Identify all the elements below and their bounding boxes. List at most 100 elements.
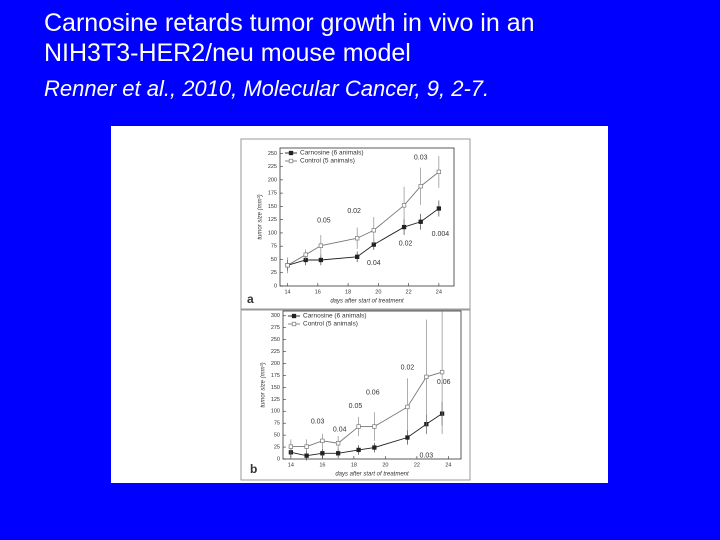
x-axis-label: days after start of treatment [335,472,409,478]
data-point [372,445,377,450]
figure-background [111,126,608,483]
p-value: 0.03 [420,453,434,460]
panel-label: b [250,462,257,476]
series-line [287,171,440,266]
data-point [288,444,294,449]
data-point [356,424,361,429]
x-tick-label: 20 [375,289,381,295]
panel-label: a [247,292,254,306]
p-value: 0.05 [317,218,331,225]
data-point [320,438,325,444]
x-tick-label: 16 [319,462,325,468]
y-tick-label: 0 [277,456,280,462]
data-point [356,447,361,453]
legend-label: Control (5 animals) [303,321,358,328]
data-point [439,369,445,375]
plot-frame [282,310,462,460]
data-point [304,453,309,458]
panel-frame [240,138,471,310]
y-tick-label: 300 [271,313,280,319]
data-point [320,451,325,456]
p-value: 0.03 [414,154,428,161]
y-tick-label: 75 [271,244,277,250]
y-tick-label: 25 [271,270,277,276]
y-tick-label: 250 [268,151,277,157]
y-tick-label: 125 [268,217,277,223]
data-point [405,404,410,410]
data-point [304,444,309,449]
panel-frame [240,309,471,481]
y-tick-label: 200 [271,361,280,367]
data-point [436,206,442,211]
legend-label: Carnosine (6 animals) [300,150,364,157]
p-value: 0.04 [333,427,347,434]
data-point [436,169,442,175]
slide-title: Carnosine retards tumor growth in vivo i… [44,8,535,68]
p-value: 0.06 [437,379,451,386]
p-value: 0.05 [349,403,363,410]
p-value: 0.02 [399,240,413,247]
x-axis-label: days after start of treatment [330,299,404,305]
y-tick-label: 25 [274,445,280,451]
x-tick-label: 14 [285,289,291,295]
y-tick-label: 125 [271,397,280,403]
legend-label: Carnosine (6 animals) [303,313,367,320]
x-tick-label: 14 [288,462,294,468]
legend-marker [288,150,294,156]
title-line: Carnosine retards tumor growth in vivo i… [44,9,535,37]
x-tick-label: 20 [382,462,388,468]
legend-marker [291,313,297,319]
y-axis-label: tumor size (mm³) [261,362,267,407]
legend-marker [291,321,297,327]
y-tick-label: 225 [271,349,280,355]
data-point [285,263,290,268]
y-axis-label: tumor size (mm³) [258,194,264,239]
x-tick-label: 18 [345,289,351,295]
legend-label: Control (5 animals) [300,158,355,165]
data-point [372,424,377,429]
data-point [303,252,308,257]
x-tick-label: 24 [436,289,442,295]
x-tick-label: 24 [445,462,451,468]
y-tick-label: 175 [271,373,280,379]
data-point [318,243,324,248]
p-value: 0.02 [347,208,361,215]
y-tick-label: 150 [271,385,280,391]
p-value: 0.06 [366,389,380,396]
y-tick-label: 225 [268,164,277,170]
x-tick-label: 22 [406,289,412,295]
p-value: 0.04 [367,260,381,267]
y-tick-label: 150 [268,204,277,210]
data-point [335,441,341,446]
y-tick-label: 50 [274,433,280,439]
data-point [318,257,324,263]
y-tick-label: 275 [271,325,280,331]
data-point [355,254,360,259]
data-point [401,203,407,208]
y-tick-label: 100 [271,409,280,415]
data-point [401,224,407,230]
y-tick-label: 75 [274,421,280,427]
title-line: NIH3T3-HER2/neu mouse model [44,39,411,67]
data-point [418,219,423,224]
citation: Renner et al., 2010, Molecular Cancer, 9… [44,76,490,101]
data-point [424,374,429,380]
x-tick-label: 22 [414,462,420,468]
y-tick-label: 175 [268,191,277,197]
y-tick-label: 250 [271,337,280,343]
data-point [335,451,341,456]
data-point [405,435,410,440]
y-tick-label: 100 [268,230,277,236]
x-tick-label: 16 [315,289,321,295]
y-tick-label: 50 [271,257,277,263]
series-line [287,208,440,266]
p-value: 0.004 [432,231,450,238]
data-point [355,236,360,241]
data-point [418,184,423,189]
y-tick-label: 200 [268,177,277,183]
legend-marker [288,158,294,164]
p-value: 0.02 [401,365,415,372]
plot-frame [279,147,455,287]
